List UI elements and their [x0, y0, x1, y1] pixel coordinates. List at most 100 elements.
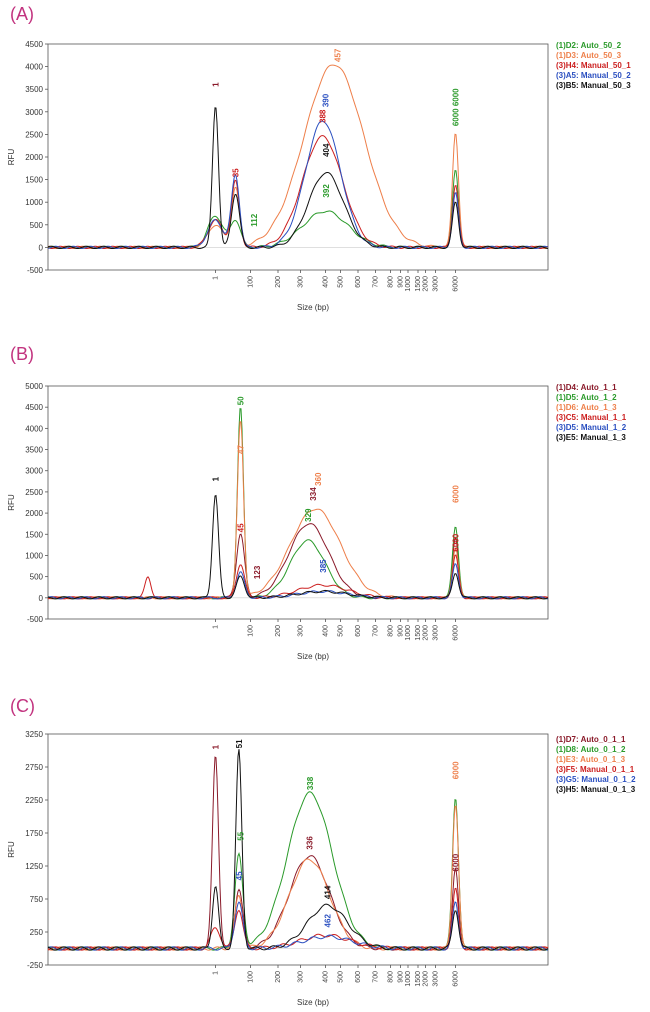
peak-label: 112 — [250, 213, 259, 226]
x-tick-label: 900 — [398, 625, 405, 637]
x-tick-label: 2000 — [423, 276, 430, 292]
y-tick-label: 0 — [39, 594, 44, 603]
legend-entry: (3)B5: Manual_50_3 — [556, 81, 631, 90]
x-axis-label: Size (bp) — [297, 652, 329, 661]
series-line-3 — [47, 135, 549, 250]
x-tick-label: 800 — [388, 276, 395, 288]
y-tick-label: 1750 — [25, 829, 43, 838]
peak-label: 45 — [237, 523, 246, 532]
x-tick-label: 700 — [373, 971, 380, 983]
legend-entry: (3)E5: Manual_1_3 — [556, 433, 626, 442]
y-tick-label: 3000 — [25, 108, 43, 117]
x-tick-label: 100 — [248, 276, 255, 288]
peak-label: 45 — [235, 871, 244, 880]
series-line-6 — [47, 494, 549, 600]
x-tick-label: 600 — [355, 625, 362, 637]
panel-label: (B) — [10, 344, 34, 364]
x-tick-label: 600 — [355, 971, 362, 983]
peak-label: 360 — [314, 472, 323, 486]
peak-label: 390 — [322, 93, 331, 107]
peak-label: 457 — [334, 48, 343, 62]
y-tick-label: 1000 — [25, 198, 43, 207]
x-tick-label: 1500 — [415, 276, 422, 292]
peak-label: 334 — [309, 487, 318, 501]
x-tick-label: 1 — [213, 971, 220, 975]
x-tick-label: 6000 — [453, 276, 460, 292]
y-tick-label: 2500 — [25, 488, 43, 497]
series-line-5 — [47, 107, 549, 249]
x-tick-label: 400 — [323, 971, 330, 983]
y-tick-label: -500 — [27, 615, 44, 624]
x-tick-label: 1500 — [415, 625, 422, 641]
legend-entry: (3)D5: Manual_1_2 — [556, 423, 627, 432]
y-tick-label: -250 — [27, 961, 44, 970]
electropherogram-panel-b: (B)-500050010001500200025003000350040004… — [7, 344, 627, 661]
y-tick-label: 250 — [30, 928, 44, 937]
x-tick-label: 300 — [298, 625, 305, 637]
peak-label: 462 — [324, 914, 333, 928]
x-tick-label: 500 — [338, 276, 345, 288]
x-tick-label: 400 — [323, 625, 330, 637]
y-tick-label: 3500 — [25, 446, 43, 455]
peak-label: 123 — [253, 565, 262, 579]
x-tick-label: 1000 — [405, 625, 412, 641]
y-tick-label: 2500 — [25, 130, 43, 139]
y-tick-label: 4000 — [25, 63, 43, 72]
x-tick-label: 3000 — [433, 625, 440, 641]
series-line-6 — [47, 749, 549, 951]
peak-label: 6000 — [452, 853, 461, 871]
x-tick-label: 200 — [275, 971, 282, 983]
peak-label: 385 — [319, 559, 328, 573]
x-tick-label: 200 — [275, 276, 282, 288]
y-tick-label: 1500 — [25, 176, 43, 185]
y-axis-label: RFU — [7, 494, 16, 511]
legend-entry: (1)D3: Auto_50_3 — [556, 51, 622, 60]
x-tick-label: 600 — [355, 276, 362, 288]
x-tick-label: 500 — [338, 625, 345, 637]
x-tick-label: 300 — [298, 276, 305, 288]
y-tick-label: 3000 — [25, 467, 43, 476]
peak-label: 6000 — [452, 485, 461, 503]
x-tick-label: 2000 — [423, 971, 430, 987]
legend-entry: (3)C5: Manual_1_1 — [556, 413, 627, 422]
y-tick-label: 0 — [39, 243, 44, 252]
y-tick-label: 4500 — [25, 40, 43, 49]
x-tick-label: 700 — [373, 625, 380, 637]
y-tick-label: -500 — [27, 266, 44, 275]
peak-label: 51 — [235, 739, 244, 748]
y-tick-label: 1500 — [25, 530, 43, 539]
x-tick-label: 2000 — [423, 625, 430, 641]
y-axis-label: RFU — [7, 149, 16, 166]
x-tick-label: 6000 — [453, 625, 460, 641]
y-tick-label: 2000 — [25, 153, 43, 162]
y-tick-label: 1000 — [25, 551, 43, 560]
x-tick-label: 900 — [398, 971, 405, 983]
x-tick-label: 1 — [213, 276, 220, 280]
peak-label: 338 — [306, 776, 315, 790]
series-line-5 — [47, 563, 549, 600]
peak-label: 50 — [237, 396, 246, 405]
x-tick-label: 1000 — [405, 276, 412, 292]
x-tick-label: 700 — [373, 276, 380, 288]
peak-label: 1 — [212, 744, 221, 749]
peak-label: 6000 — [452, 533, 461, 551]
y-tick-label: 3250 — [25, 730, 43, 739]
peak-label: 55 — [237, 831, 246, 840]
legend-entry: (1)D6: Auto_1_3 — [556, 403, 617, 412]
x-tick-label: 400 — [323, 276, 330, 288]
x-tick-label: 1 — [213, 625, 220, 629]
y-tick-label: 2250 — [25, 796, 43, 805]
y-tick-label: 5000 — [25, 382, 43, 391]
electropherogram-panel-c: (C) -250 250 750 1250 1750 2250 2750 3250 RFU 1 100… — [7, 696, 636, 1007]
legend-entry: (1)E3: Auto_0_1_3 — [556, 755, 626, 764]
y-tick-label: 750 — [30, 895, 44, 904]
legend-entry: (1)D5: Auto_1_2 — [556, 393, 617, 402]
x-tick-label: 1000 — [405, 971, 412, 987]
y-tick-label: 4500 — [25, 403, 43, 412]
plot-area — [47, 733, 549, 966]
y-tick-label: 1250 — [25, 862, 43, 871]
legend-entry: (3)F5: Manual_0_1_1 — [556, 765, 635, 774]
peak-label: 6000 — [452, 761, 461, 779]
x-tick-label: 500 — [338, 971, 345, 983]
x-tick-label: 800 — [388, 625, 395, 637]
